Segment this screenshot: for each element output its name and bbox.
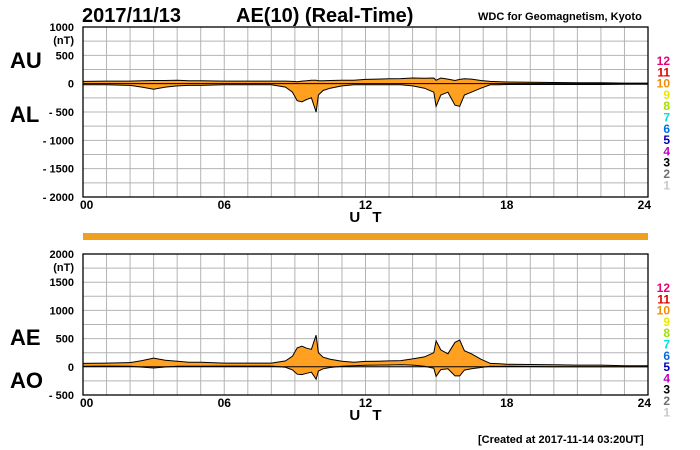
footer-created: [Created at 2017-11-14 03:20UT]	[478, 434, 644, 446]
y-tick-label: 500	[56, 50, 74, 62]
y-tick-label: - 500	[49, 390, 74, 402]
series-label-ae: AE	[10, 325, 41, 350]
x-tick-label: 06	[218, 396, 232, 410]
station-count-label: 2	[663, 167, 670, 181]
station-count-label: 6	[663, 122, 670, 136]
station-count-label: 7	[663, 111, 670, 125]
header-date: 2017/11/13	[82, 5, 181, 27]
station-count-label: 9	[663, 315, 670, 329]
station-count-label: 4	[663, 371, 670, 385]
y-tick-label: 500	[56, 334, 74, 346]
series-label-ao: AO	[10, 368, 43, 393]
station-count-label: 10	[657, 304, 671, 318]
station-count-label: 5	[663, 133, 670, 147]
y-tick-label: - 1000	[43, 135, 74, 147]
x-tick-label: 18	[500, 198, 514, 212]
station-count-label: 8	[663, 99, 670, 113]
x-tick-label: 24	[638, 396, 652, 410]
x-tick-label: 18	[500, 396, 514, 410]
y-tick-label: 0	[68, 79, 74, 91]
station-count-label: 1	[663, 178, 670, 192]
x-tick-label: 24	[638, 198, 652, 212]
station-count-label: 12	[657, 281, 671, 295]
header-title: AE(10) (Real-Time)	[236, 5, 413, 27]
y-tick-label: 2000	[50, 249, 74, 261]
x-tick-label: 06	[218, 198, 232, 212]
station-count-label: 9	[663, 88, 670, 102]
y-tick-label: - 500	[49, 107, 74, 119]
station-count-label: 6	[663, 349, 670, 363]
plot-frame	[82, 253, 649, 396]
au-al-panel: 1000 500 0 - 500 - 1000 - 1500 - 2000 (nT) 00 06 1…	[10, 22, 670, 226]
station-count-label: 5	[663, 360, 670, 374]
y-tick-label: - 1500	[43, 164, 74, 176]
station-count-label: 10	[657, 77, 671, 91]
station-count-label: 8	[663, 326, 670, 340]
series-label-al: AL	[10, 102, 39, 127]
x-tick-label: 00	[80, 198, 94, 212]
series-line-al	[83, 83, 648, 113]
series-line-ao	[82, 364, 648, 381]
station-count-label: 11	[657, 292, 670, 306]
x-tick-label: 00	[80, 396, 94, 410]
y-tick-label: 1000	[50, 305, 74, 317]
series-line-ae	[82, 335, 648, 367]
x-axis-label: U T	[349, 407, 385, 424]
y-tick-label: - 2000	[43, 192, 74, 204]
station-count-label: 3	[663, 156, 670, 170]
y-tick-label: 1000	[50, 22, 74, 34]
x-axis-label: U T	[349, 209, 385, 226]
station-count-label: 7	[663, 338, 670, 352]
y-unit-label: (nT)	[53, 35, 74, 47]
station-count-label: 11	[657, 65, 670, 79]
x-tick-label: 12	[359, 198, 373, 212]
y-tick-label: 1500	[50, 277, 74, 289]
series-label-au: AU	[10, 48, 42, 73]
x-tick-label: 12	[359, 396, 373, 410]
header-source: WDC for Geomagnetism, Kyoto	[478, 11, 642, 23]
y-tick-label: 0	[68, 362, 74, 374]
station-count-label: 12	[657, 54, 671, 68]
plot-frame	[82, 26, 649, 198]
station-count-label: 2	[663, 394, 670, 408]
series-line-au	[82, 77, 648, 84]
station-count-label: 4	[663, 144, 670, 158]
station-count-label: 3	[663, 383, 670, 397]
status-bar	[83, 233, 648, 240]
station-count-label: 1	[663, 405, 670, 419]
y-unit-label: (nT)	[53, 262, 74, 274]
